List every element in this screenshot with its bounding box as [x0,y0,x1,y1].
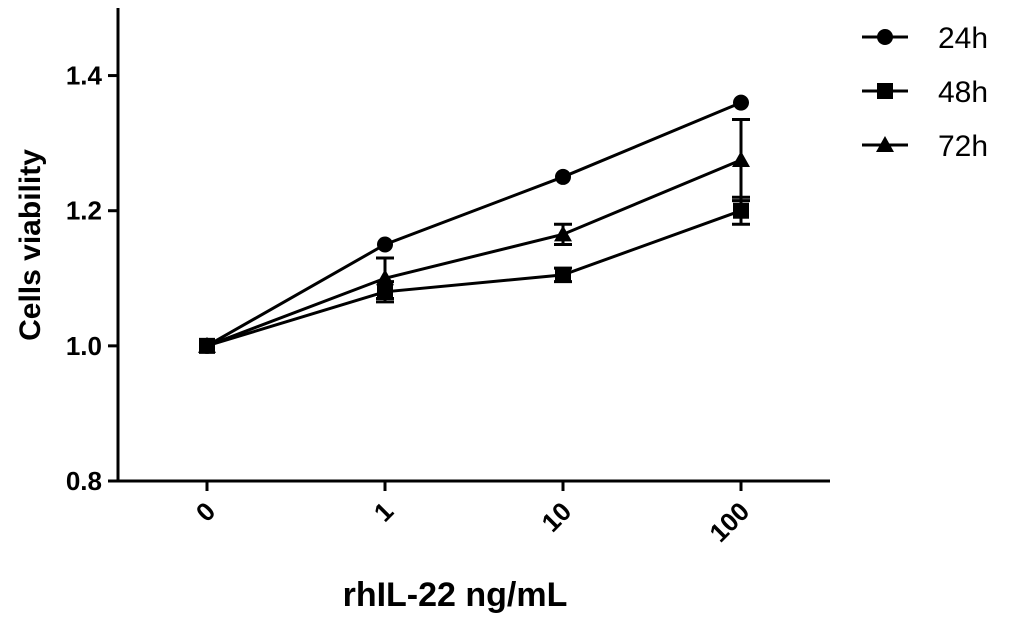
series-line [206,101,742,348]
data-point [554,225,572,242]
legend-marker [876,136,894,152]
data-point [198,336,216,353]
x-tick-label: 1 [368,496,399,527]
x-tick-label: 10 [536,496,578,538]
legend-label: 24h [938,22,988,55]
data-point [733,94,749,111]
data-point [376,269,394,286]
legend-marker [877,83,893,99]
legend-marker [877,29,893,45]
y-tick-label: 1.2 [66,196,102,226]
x-tick-label: 0 [190,496,221,527]
y-tick-label: 0.8 [66,466,102,496]
legend-label: 72h [938,130,988,163]
data-point [377,236,393,253]
y-tick-label: 1.4 [66,61,103,91]
y-axis-label: Cells viability [14,149,47,341]
data-point [555,168,571,185]
series-line [206,158,742,348]
data-point [733,202,749,219]
series-line [206,209,742,348]
y-tick-label: 1.0 [66,331,102,361]
x-axis-label: rhIL-22 ng/mL [343,576,568,614]
data-point [732,151,750,168]
data-point [555,266,571,283]
legend-label: 48h [938,76,988,109]
x-tick-label: 100 [703,496,755,548]
